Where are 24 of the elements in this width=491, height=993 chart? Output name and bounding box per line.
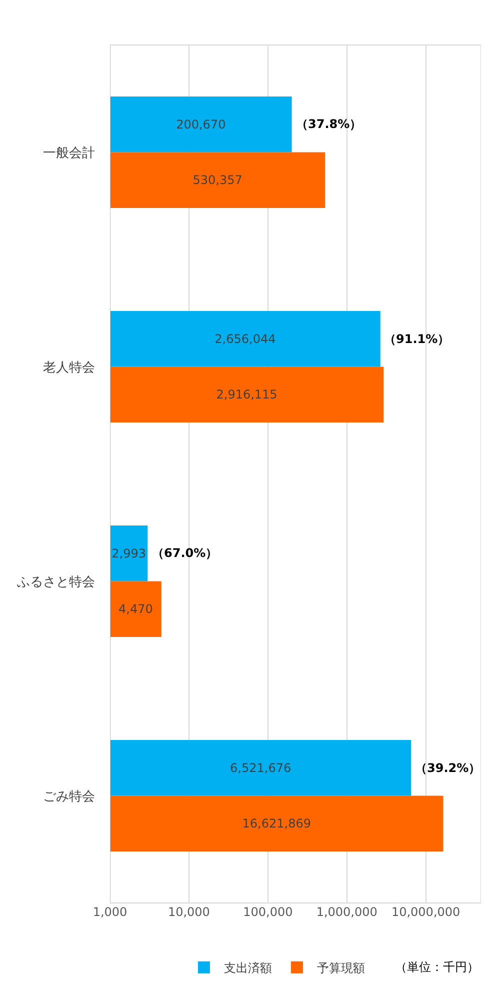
data-label: 2,993 bbox=[112, 546, 146, 560]
text: （単位：千円） bbox=[395, 960, 479, 974]
data-label: 530,357 bbox=[192, 173, 242, 188]
data-label: 4,470 bbox=[118, 602, 153, 616]
data-label: 2,656,044 bbox=[214, 332, 276, 346]
data-label: 2,916,115 bbox=[216, 388, 278, 402]
x-tick-label: 10,000 bbox=[168, 905, 210, 919]
annotation: （91.1%） bbox=[384, 332, 450, 346]
annotation: （37.8%） bbox=[296, 117, 362, 131]
x-tick-label: 1,000,000 bbox=[316, 905, 378, 919]
y-tick-label: 老人特会 bbox=[43, 360, 95, 376]
x-tick-label: 1,000 bbox=[92, 905, 128, 919]
data-label: 200,670 bbox=[176, 117, 226, 132]
data-label: 16,621,869 bbox=[242, 816, 311, 831]
y-tick-label: ごみ特会 bbox=[43, 789, 95, 804]
annotation: （67.0%） bbox=[152, 546, 218, 560]
x-tick-label: 100,000 bbox=[243, 905, 293, 919]
data-label: 6,521,676 bbox=[230, 760, 292, 775]
x-tick-label: 10,000,000 bbox=[391, 905, 460, 919]
y-tick-label: ふるさと特会 bbox=[16, 574, 95, 590]
y-tick-label: 一般会計 bbox=[43, 146, 95, 161]
legend-label: 予算現額 bbox=[316, 961, 365, 976]
annotation: （39.2%） bbox=[415, 761, 481, 775]
legend-label: 支出済額 bbox=[224, 961, 272, 976]
